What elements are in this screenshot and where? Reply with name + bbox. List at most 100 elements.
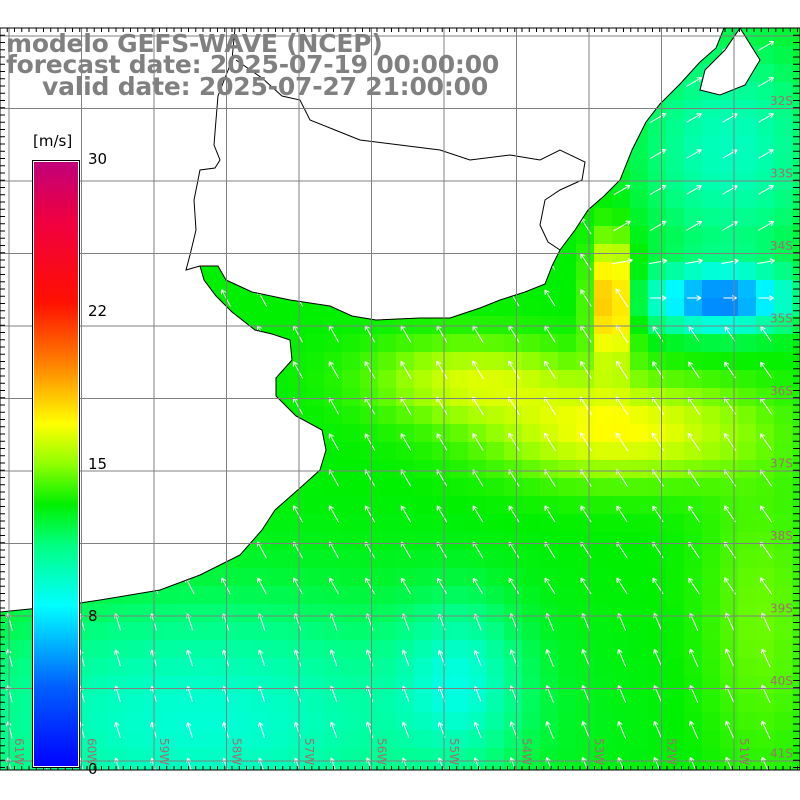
wind-arrow xyxy=(649,295,667,301)
speed-cell xyxy=(414,586,432,604)
speed-cell xyxy=(648,568,666,586)
speed-cell xyxy=(666,352,684,370)
longitude-label: 52W xyxy=(665,738,679,765)
wind-arrow xyxy=(436,505,448,523)
speed-cell xyxy=(666,388,684,406)
speed-cell xyxy=(576,622,594,640)
speed-cell xyxy=(396,514,414,532)
speed-cell xyxy=(288,298,306,316)
speed-cell xyxy=(576,496,594,514)
speed-cell xyxy=(342,370,360,388)
speed-cell xyxy=(576,460,594,478)
speed-cell xyxy=(576,334,594,352)
speed-cell xyxy=(342,748,360,766)
speed-cell xyxy=(450,532,468,550)
speed-cell xyxy=(18,622,36,640)
speed-cell xyxy=(522,478,540,496)
speed-cell xyxy=(576,424,594,442)
speed-cell xyxy=(792,442,800,460)
speed-cell xyxy=(306,406,324,424)
speed-cell xyxy=(270,712,288,730)
speed-cell xyxy=(630,154,648,172)
speed-cell xyxy=(324,496,342,514)
wind-arrow xyxy=(688,326,700,342)
speed-cell xyxy=(612,424,630,442)
speed-cell xyxy=(108,694,126,712)
speed-cell xyxy=(342,496,360,514)
speed-cell xyxy=(360,712,378,730)
speed-cell xyxy=(540,658,558,676)
speed-cell xyxy=(324,568,342,586)
wind-arrow xyxy=(364,433,376,451)
speed-cell xyxy=(684,712,702,730)
speed-cell xyxy=(756,280,774,298)
speed-cell xyxy=(702,262,720,280)
speed-cell xyxy=(666,226,684,244)
speed-cell xyxy=(198,586,216,604)
speed-cell xyxy=(324,604,342,622)
speed-cell xyxy=(630,622,648,640)
speed-cell xyxy=(216,280,234,298)
speed-cell xyxy=(450,478,468,496)
speed-cell xyxy=(378,442,396,460)
speed-cell xyxy=(738,406,756,424)
speed-cell xyxy=(414,766,432,770)
speed-cell xyxy=(450,730,468,748)
speed-cell xyxy=(414,676,432,694)
speed-cell xyxy=(270,766,288,770)
speed-cell xyxy=(342,550,360,568)
speed-cell xyxy=(144,730,162,748)
speed-cell xyxy=(774,46,792,64)
speed-cell xyxy=(684,478,702,496)
speed-cell xyxy=(576,568,594,586)
speed-cell xyxy=(720,226,738,244)
speed-cell xyxy=(702,190,720,208)
speed-cell xyxy=(648,478,666,496)
speed-cell xyxy=(648,460,666,478)
speed-cell xyxy=(666,316,684,334)
speed-cell xyxy=(342,442,360,460)
speed-cell xyxy=(540,316,558,334)
speed-cell xyxy=(756,658,774,676)
speed-cell xyxy=(756,46,774,64)
speed-cell xyxy=(288,604,306,622)
speed-cell xyxy=(126,658,144,676)
speed-cell xyxy=(342,622,360,640)
speed-cell xyxy=(306,568,324,586)
speed-cell xyxy=(360,442,378,460)
speed-cell xyxy=(216,568,234,586)
speed-cell xyxy=(468,514,486,532)
speed-cell xyxy=(270,730,288,748)
wind-arrow xyxy=(758,185,774,195)
speed-cell xyxy=(648,298,666,316)
speed-cell xyxy=(198,766,216,770)
speed-cell xyxy=(774,190,792,208)
wind-arrow xyxy=(722,185,738,195)
longitude-label: 58W xyxy=(230,738,244,765)
speed-cell xyxy=(252,568,270,586)
speed-cell xyxy=(288,532,306,550)
speed-cell xyxy=(576,352,594,370)
speed-cell xyxy=(522,694,540,712)
speed-cell xyxy=(792,694,800,712)
speed-cell xyxy=(684,262,702,280)
speed-cell xyxy=(720,658,738,676)
speed-cell xyxy=(468,316,486,334)
speed-cell xyxy=(450,352,468,370)
speed-cell xyxy=(396,406,414,424)
speed-cell xyxy=(234,730,252,748)
speed-cell xyxy=(756,568,774,586)
wind-arrow xyxy=(329,721,338,739)
speed-cell xyxy=(540,370,558,388)
wind-arrow xyxy=(472,432,484,451)
speed-cell xyxy=(252,730,270,748)
speed-cell xyxy=(288,568,306,586)
speed-cell xyxy=(666,712,684,730)
speed-cell xyxy=(360,658,378,676)
speed-cell xyxy=(558,424,576,442)
speed-cell xyxy=(576,316,594,334)
speed-cell xyxy=(702,640,720,658)
speed-cell xyxy=(162,712,180,730)
speed-cell xyxy=(378,460,396,478)
speed-cell xyxy=(504,298,522,316)
